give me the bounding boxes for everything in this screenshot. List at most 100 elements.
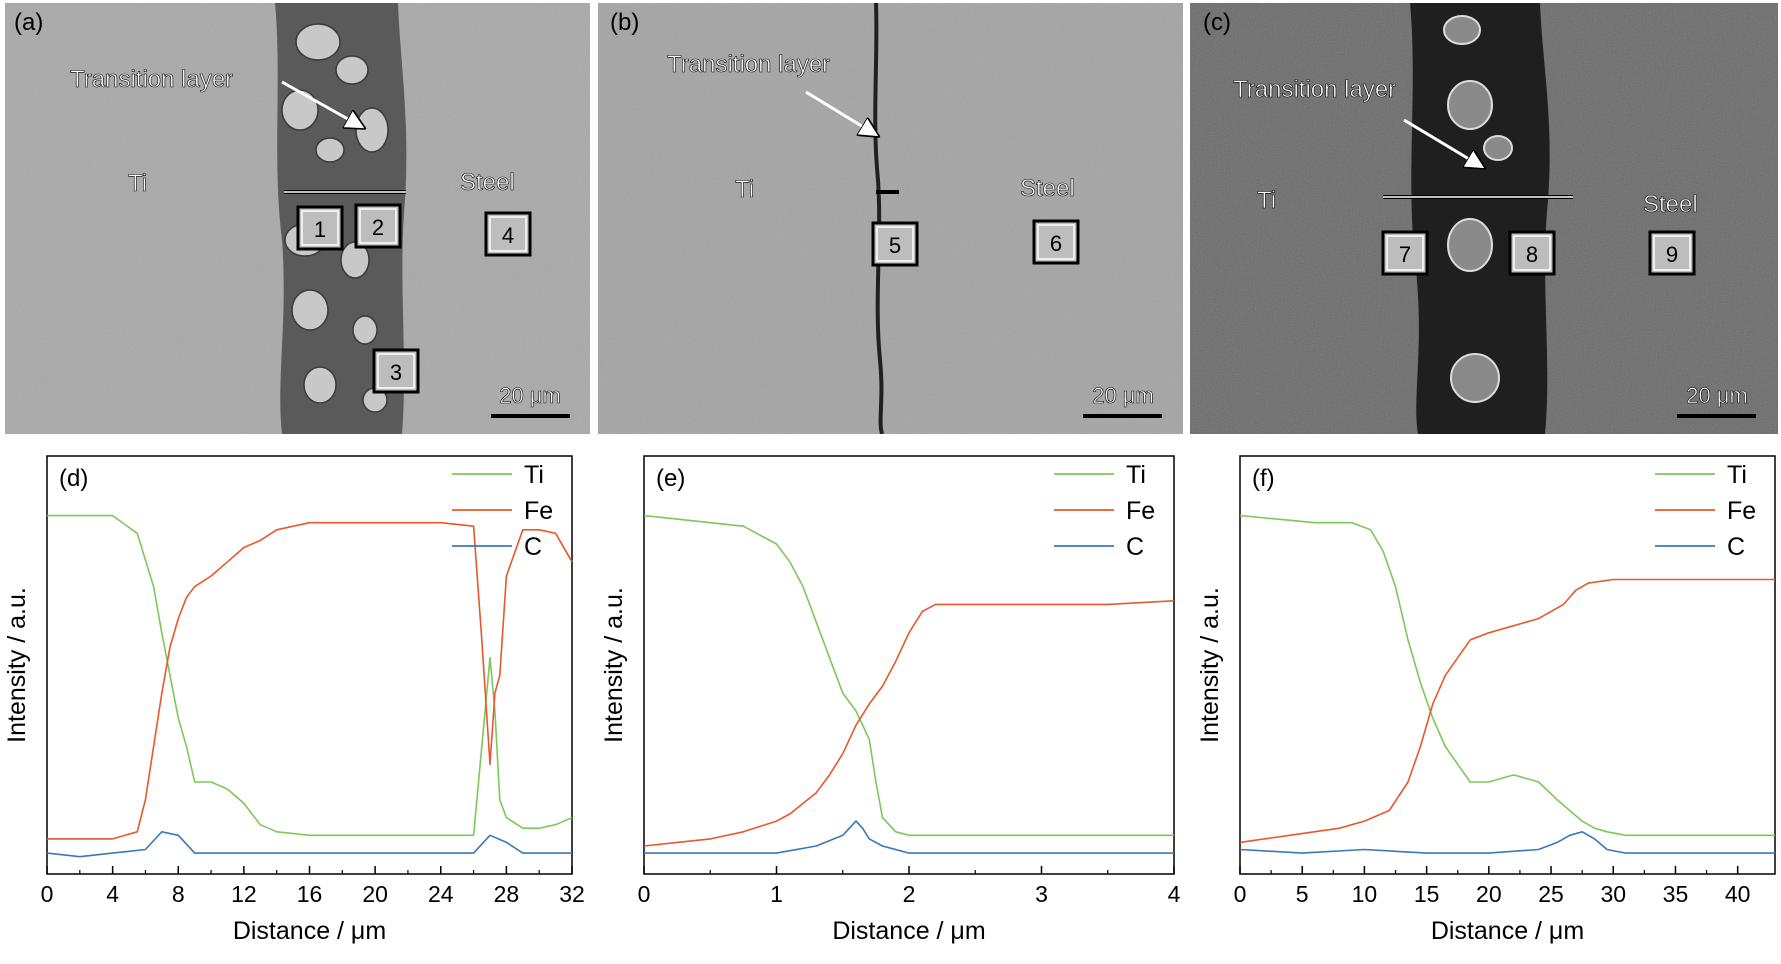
y-axis-label: Intensity / a.u. [3,587,31,743]
sem-panel-c: (c) Ti Steel Transition layer 7 8 9 20 μ… [1190,3,1778,434]
x-tick-label: 35 [1663,881,1689,907]
legend-label-c: C [1727,533,1745,561]
transition-label-c: Transition layer [1233,76,1396,103]
x-tick-label: 1 [770,881,783,907]
x-tick-label: 40 [1725,881,1751,907]
series-line-fe [643,600,1175,847]
series-line-c [644,820,1174,854]
chart-f: (f) 0 5 10 15 20 25 30 35 40 Distance / μm Intensit… [1196,455,1776,945]
svg-text:2: 2 [372,215,384,240]
particles-c [1443,15,1513,403]
plot-frame [1239,455,1776,875]
sem-panel-a: (a) Ti Steel Transition layer 1 2 3 4 20… [5,3,590,434]
transition-region-c [1410,3,1550,434]
left-material-label-c: Ti [1257,187,1276,214]
sem-panel-b: (b) Ti Steel Transition layer 5 6 20 μm [598,3,1183,434]
x-tick-label: 25 [1538,881,1564,907]
panel-label: (d) [59,465,88,492]
point-box-6: 6 [1032,219,1080,265]
legend-label-ti: Ti [1727,461,1747,489]
panel-label: (e) [656,465,685,492]
transition-arrow-a [281,80,364,128]
x-tick-label: 15 [1414,881,1440,907]
x-tick-label: 4 [1168,881,1181,907]
x-tick-label: 24 [428,881,454,907]
x-tick-label: 0 [41,881,54,907]
y-axis-label: Intensity / a.u. [1196,587,1224,743]
point-box-9: 9 [1648,230,1696,276]
x-tick-label: 3 [1035,881,1048,907]
x-axis-label: Distance / μm [233,917,386,945]
x-tick-label: 30 [1600,881,1626,907]
legend-label-ti: Ti [524,461,544,489]
panel-label-a: (a) [14,9,43,36]
x-axis-label: Distance / μm [1431,917,1584,945]
x-tick-label: 20 [1476,881,1502,907]
x-tick-label: 32 [559,881,585,907]
svg-text:4: 4 [502,223,514,248]
chart-e: (e) 0 1 2 3 4 Distance / μm Intensity / a.u. Ti F… [600,455,1181,945]
sem-image-b [598,3,1183,434]
svg-text:3: 3 [390,360,402,385]
series-line-fe [47,521,573,840]
series-line-c [46,830,572,858]
scale-bar-label-a: 20 μm [499,383,561,408]
x-tick-label: 28 [494,881,520,907]
series-line-ti [47,514,573,837]
plot-frame [643,455,1175,875]
legend-label-fe: Fe [524,497,553,525]
point-box-5: 5 [871,221,919,267]
x-tick-label: 16 [297,881,323,907]
point-box-2: 2 [354,203,402,249]
series-line-ti [643,514,1174,837]
x-tick-label: 2 [903,881,916,907]
scale-bar-label-b: 20 μm [1092,383,1154,408]
x-tick-label: 5 [1296,881,1309,907]
x-tick-label: 10 [1352,881,1378,907]
svg-text:7: 7 [1399,242,1411,267]
x-tick-label: 20 [362,881,388,907]
series-line-fe [1239,578,1775,844]
right-material-label-c: Steel [1643,191,1698,218]
x-tick-label: 4 [106,881,119,907]
x-tick-label: 0 [1234,881,1247,907]
point-box-3: 3 [372,348,420,394]
particles-a [281,23,389,413]
svg-text:8: 8 [1526,242,1538,267]
transition-arrow-c [1403,118,1484,168]
panel-label-c: (c) [1203,9,1231,36]
transition-label-b: Transition layer [667,51,830,78]
series-line-c [1239,830,1775,854]
left-material-label-b: Ti [735,176,754,203]
chart-d: (d) 0 4 8 12 16 20 24 28 32 Distance / μm Intensity… [3,455,585,945]
right-material-label-b: Steel [1020,175,1075,202]
x-tick-label: 0 [638,881,651,907]
legend-label-c: C [1126,533,1144,561]
x-tick-label: 8 [172,881,185,907]
x-axis-label: Distance / μm [832,917,985,945]
svg-text:6: 6 [1050,231,1062,256]
panel-label-b: (b) [610,9,639,36]
legend-label-fe: Fe [1126,497,1155,525]
scale-bar-label-c: 20 μm [1686,383,1748,408]
svg-text:1: 1 [314,217,326,242]
left-material-label-a: Ti [128,170,147,197]
point-box-8: 8 [1508,230,1556,276]
right-material-label-a: Steel [460,169,515,196]
svg-text:9: 9 [1666,242,1678,267]
point-box-7: 7 [1381,230,1429,276]
legend-label-ti: Ti [1126,461,1146,489]
point-box-4: 4 [484,211,532,257]
panel-label: (f) [1252,465,1275,492]
point-box-1: 1 [296,205,344,251]
legend-label-fe: Fe [1727,497,1756,525]
y-axis-label: Intensity / a.u. [600,587,628,743]
svg-text:5: 5 [889,233,901,258]
series-line-ti [1239,514,1775,837]
plot-frame [46,455,573,875]
legend-label-c: C [524,533,542,561]
x-tick-label: 12 [231,881,257,907]
transition-label-a: Transition layer [70,66,233,93]
